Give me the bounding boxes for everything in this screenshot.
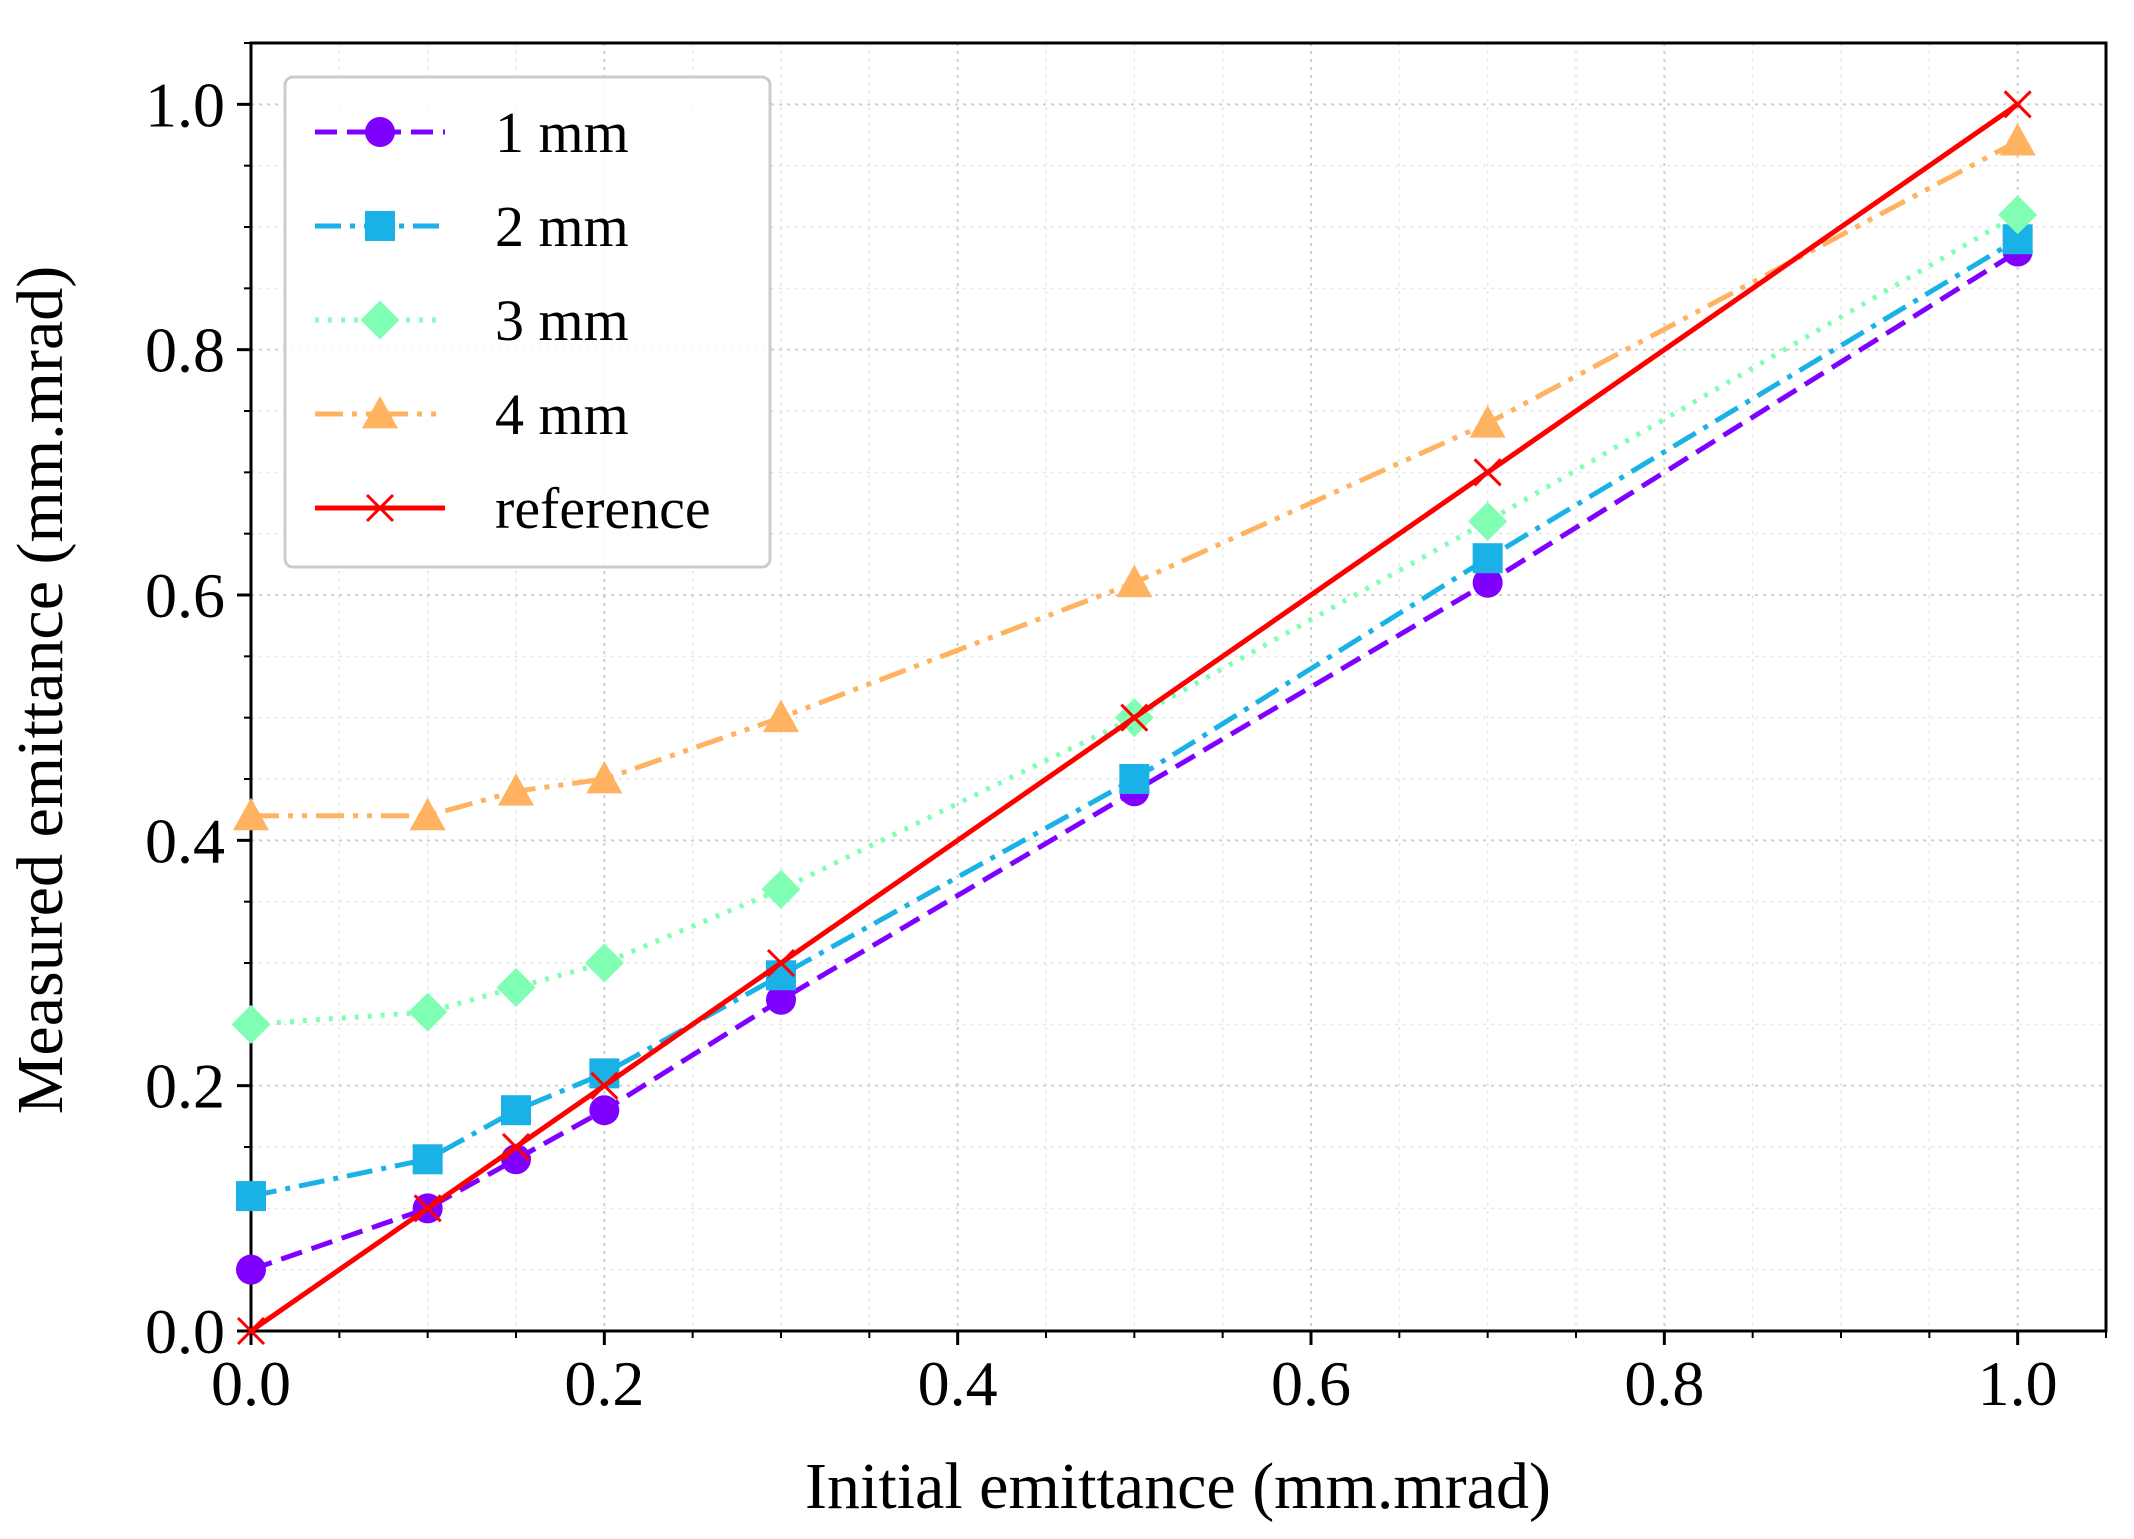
data-point-4-mm [498, 773, 534, 806]
y-tick-label: 0.2 [145, 1051, 225, 1122]
y-axis-label: Measured emittance (mm.mrad) [4, 266, 77, 1115]
x-axis-label: Initial emittance (mm.mrad) [805, 1450, 1551, 1523]
x-marker-stroke [1473, 458, 1502, 487]
data-point-4-mm [1469, 405, 1506, 438]
x-marker-stroke [766, 948, 796, 978]
data-point-4-mm [1999, 123, 2036, 156]
legend-marker [362, 396, 398, 429]
data-series [231, 90, 2038, 1346]
data-point-1-mm [1472, 567, 1503, 598]
data-point-reference [766, 948, 796, 978]
data-point-1-mm [236, 1254, 266, 1285]
legend-marker [365, 211, 395, 241]
data-point-reference [2003, 90, 2032, 119]
data-point-3-mm [496, 968, 536, 1008]
data-point-reference [413, 1194, 442, 1223]
y-tick-label: 0.4 [145, 805, 225, 876]
legend-marker [360, 300, 400, 340]
x-marker-stroke [236, 1316, 266, 1346]
x-marker-stroke [590, 1071, 619, 1100]
legend-marker [365, 117, 395, 147]
legend-entry-2-mm: 2 mm [315, 194, 629, 259]
x-tick-label: 1.0 [1978, 1348, 2058, 1419]
series-line-3-mm [250, 212, 2019, 1027]
data-point-3-mm [231, 1004, 271, 1044]
series-line-reference [249, 102, 2020, 1334]
series-reference [236, 90, 2032, 1346]
axes: 0.0 0.2 0.4 0.6 0.8 1.0 0.0 0.2 0.4 0.6 0.8 1.0 [145, 41, 2108, 1419]
data-point-2-mm [1119, 764, 1150, 794]
legend: 1 mm 2 mm 3 mm 4 mm reference [283, 75, 772, 569]
legend-label: reference [495, 476, 711, 541]
data-point-4-mm [763, 699, 799, 733]
x-tick-label: 0.2 [564, 1348, 644, 1419]
data-point-2-mm [1472, 543, 1503, 574]
data-point-3-mm [1468, 501, 1508, 541]
data-point-4-mm [409, 797, 446, 831]
x-tick-label: 0.8 [1624, 1348, 1704, 1419]
data-point-3-mm [761, 869, 801, 909]
y-tick-label: 1.0 [145, 69, 225, 140]
data-point-1-mm [589, 1095, 620, 1126]
legend-entry-4-mm: 4 mm [315, 382, 629, 447]
x-tick-label: 0.0 [211, 1348, 291, 1419]
data-point-2-mm [412, 1144, 443, 1175]
x-marker-stroke [2003, 90, 2032, 119]
data-point-3-mm [584, 943, 624, 983]
legend-marker [365, 493, 395, 523]
plot-frame [249, 41, 2108, 1333]
data-point-2-mm [501, 1095, 531, 1126]
series-line-4-mm [251, 138, 2019, 819]
x-marker-stroke [1120, 703, 1149, 732]
data-point-reference [1473, 458, 1502, 487]
legend-label: 4 mm [495, 382, 629, 447]
y-tick-label: 0.0 [145, 1296, 225, 1367]
legend-label: 1 mm [495, 100, 629, 165]
data-point-reference [1120, 703, 1149, 732]
data-point-3-mm [408, 992, 448, 1032]
data-point-1-mm [766, 984, 796, 1015]
data-point-reference [501, 1132, 531, 1162]
y-tick-label: 0.6 [145, 560, 225, 631]
x-tick-label: 0.6 [1271, 1348, 1351, 1419]
data-point-4-mm [233, 797, 269, 831]
x-tick-label: 0.4 [918, 1348, 998, 1419]
legend-entry-1-mm: 1 mm [315, 100, 629, 165]
x-marker-stroke [413, 1194, 442, 1223]
data-point-2-mm [236, 1181, 266, 1212]
series-4-mm [233, 123, 2036, 831]
legend-entry-reference: reference [315, 476, 711, 541]
legend-label: 2 mm [495, 194, 629, 259]
y-tick-label: 0.8 [145, 315, 225, 386]
legend-entry-3-mm: 3 mm [315, 288, 629, 353]
data-point-4-mm [586, 761, 623, 794]
data-point-reference [236, 1316, 266, 1346]
data-point-4-mm [1116, 564, 1153, 598]
legend-box [283, 75, 772, 569]
data-point-reference [590, 1071, 619, 1100]
x-marker-stroke [501, 1132, 531, 1162]
x-marker-stroke [365, 493, 395, 523]
legend-label: 3 mm [495, 288, 629, 353]
data-point-3-mm [1998, 195, 2038, 235]
